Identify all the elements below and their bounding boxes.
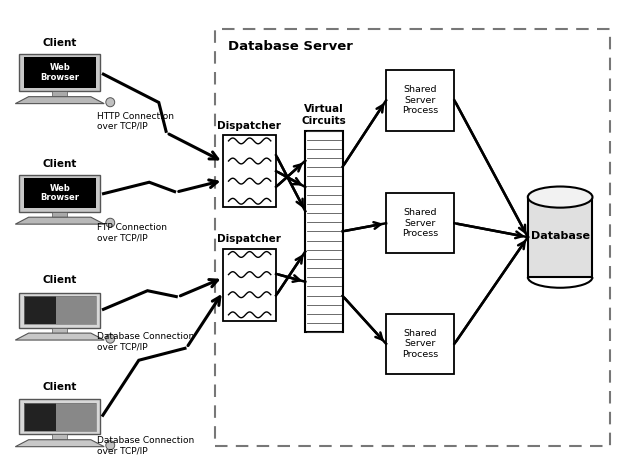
Text: Client: Client [42,381,77,392]
Bar [24,403,56,431]
Bar [19,54,100,91]
Bar [56,403,96,431]
Bar [305,131,343,332]
Text: Client: Client [42,159,77,169]
Bar [52,91,67,97]
Text: HTTP Connection
over TCP/IP: HTTP Connection over TCP/IP [97,112,174,131]
Ellipse shape [106,98,115,107]
Bar [24,57,96,88]
Ellipse shape [106,218,115,227]
Text: Database Server: Database Server [227,40,353,53]
Bar [24,403,96,431]
Polygon shape [16,97,104,104]
Ellipse shape [528,186,592,208]
Text: Shared
Server
Process: Shared Server Process [402,86,439,115]
Bar [19,399,100,434]
Text: Web
Browser: Web Browser [40,63,79,82]
Bar [24,296,56,324]
Text: Client: Client [42,275,77,285]
Bar [19,174,100,212]
Bar [52,434,67,440]
Bar [24,178,96,208]
Polygon shape [16,333,104,340]
Bar [223,249,276,320]
Text: Database Connection
over TCP/IP: Database Connection over TCP/IP [97,332,194,351]
Text: Dispatcher: Dispatcher [217,234,281,244]
Bar [386,193,454,253]
Ellipse shape [106,441,115,450]
Text: Dispatcher: Dispatcher [217,120,281,131]
Bar [56,296,96,324]
Text: Virtual
Circuits: Virtual Circuits [302,104,346,126]
Bar [24,296,96,324]
Text: Database Connection
over TCP/IP: Database Connection over TCP/IP [97,436,194,455]
Polygon shape [16,440,104,447]
Polygon shape [528,197,592,277]
Bar [215,28,610,446]
Text: Shared
Server
Process: Shared Server Process [402,208,439,238]
Polygon shape [16,217,104,224]
Bar [223,135,276,207]
Text: Web
Browser: Web Browser [40,184,79,202]
Ellipse shape [106,334,115,343]
Bar [52,327,67,333]
Bar [19,293,100,327]
Text: Shared
Server
Process: Shared Server Process [402,329,439,359]
Bar [52,212,67,217]
Text: Client: Client [42,39,77,48]
Text: FTP Connection
over TCP/IP: FTP Connection over TCP/IP [97,223,167,242]
Bar [386,313,454,374]
Bar [386,70,454,131]
Text: Database: Database [531,231,589,241]
